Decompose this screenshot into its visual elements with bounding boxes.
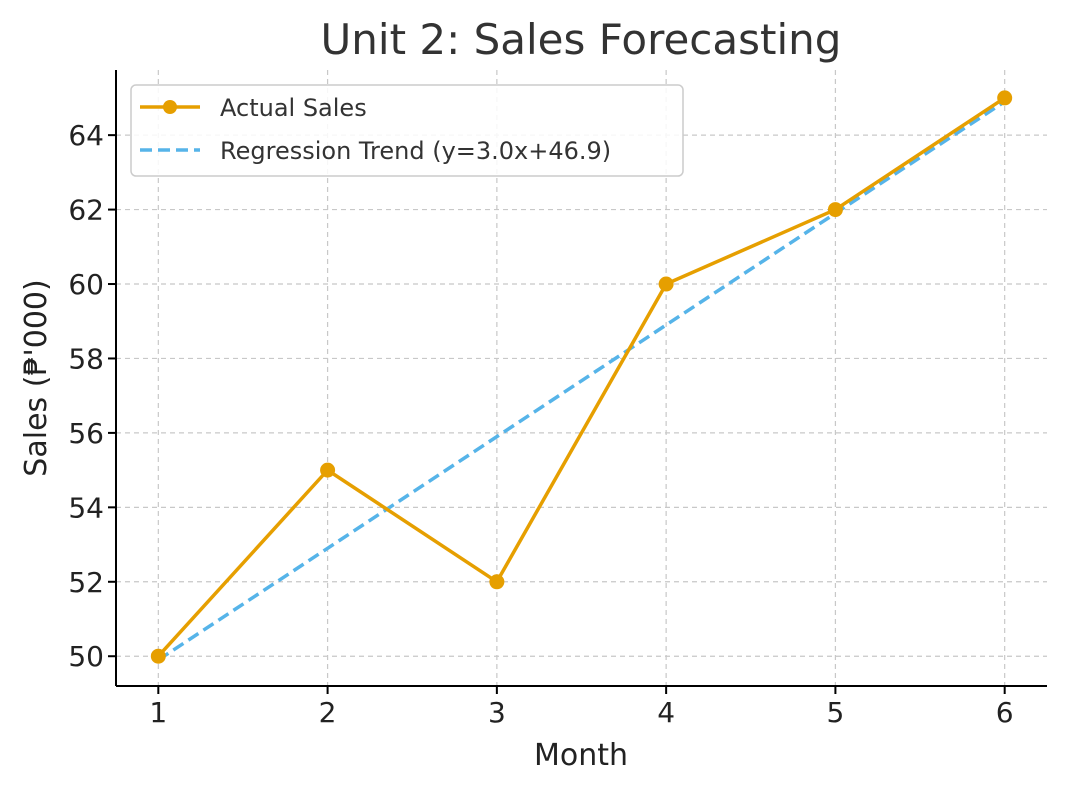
series-line-actual-sales: [157, 96, 1006, 658]
x-tick-label: 5: [826, 696, 844, 729]
y-tick-label: 64: [68, 119, 104, 152]
y-tick-label: 58: [68, 342, 104, 375]
legend-box: [130, 84, 684, 177]
x-tick-label: 2: [319, 696, 337, 729]
x-tick-label: 6: [996, 696, 1014, 729]
legend: Actual Sales Regression Trend (y=3.0x+46…: [130, 84, 684, 177]
y-tick-label: 62: [68, 194, 104, 227]
y-tick-label: 50: [68, 640, 104, 673]
x-tick-label: 4: [657, 696, 675, 729]
y-tick-label: 52: [68, 566, 104, 599]
x-axis-label: Month: [534, 738, 628, 773]
series: [150, 90, 1013, 664]
y-axis-label: Sales (₱'000): [19, 279, 54, 476]
y-tick-label: 60: [68, 268, 104, 301]
grid: [116, 70, 1047, 686]
chart-title: Unit 2: Sales Forecasting: [321, 15, 842, 64]
x-tick-label: 3: [488, 696, 506, 729]
data-point-actual-sales: [320, 462, 336, 478]
legend-label-trend: Regression Trend (y=3.0x+46.9): [220, 137, 611, 165]
y-tick-label: 54: [68, 491, 104, 524]
axes: [115, 70, 1047, 687]
data-point-actual-sales: [489, 574, 505, 590]
legend-label-actual: Actual Sales: [220, 94, 367, 122]
data-point-actual-sales: [997, 90, 1013, 106]
data-point-actual-sales: [827, 202, 843, 218]
x-tick-label: 1: [149, 696, 167, 729]
series-line-regression-trend: [157, 100, 1006, 662]
data-point-actual-sales: [150, 648, 166, 664]
y-tick-label: 56: [68, 417, 104, 450]
data-point-actual-sales: [658, 276, 674, 292]
legend-marker-actual: [163, 100, 177, 114]
